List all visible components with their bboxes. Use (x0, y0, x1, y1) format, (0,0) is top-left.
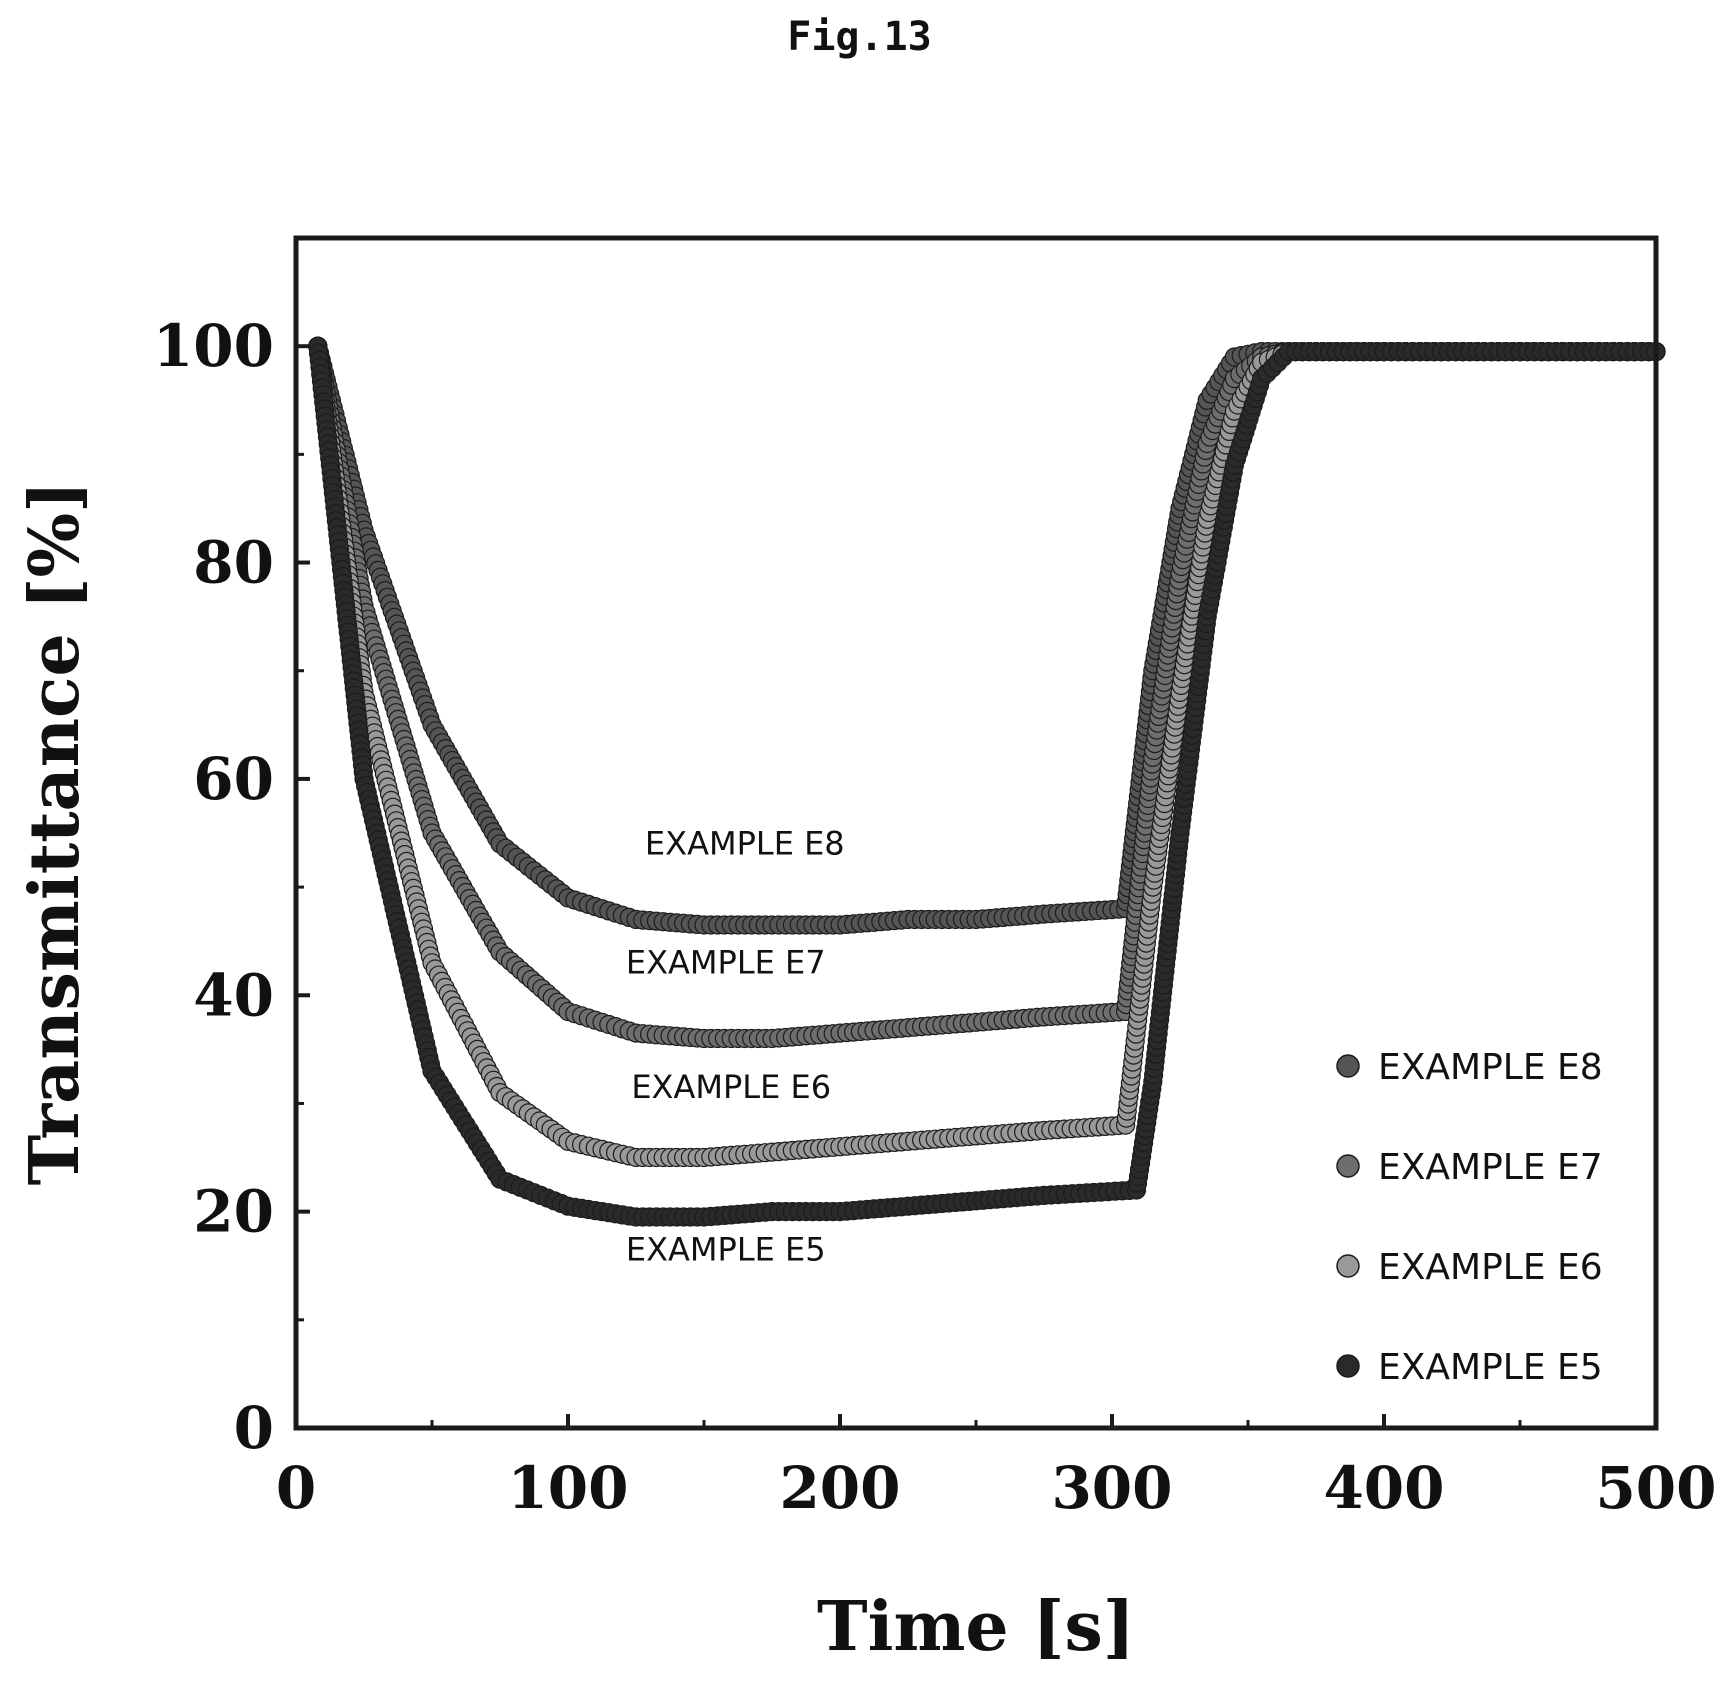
curve-labels-layer: EXAMPLE E8 EXAMPLE E7 EXAMPLE E6 EXAMPLE E5 (626, 825, 845, 1269)
legend-label: EXAMPLE E7 (1378, 1147, 1603, 1188)
legend-marker (1336, 1054, 1360, 1078)
y-axis-title: Transmittance [%] (15, 481, 95, 1186)
curve-label: EXAMPLE E6 (631, 1068, 831, 1106)
x-tick-label: 0 (276, 1454, 316, 1522)
y-tick-label: 40 (193, 961, 274, 1029)
x-tick-label: 200 (779, 1454, 900, 1522)
y-tick-label: 0 (234, 1394, 274, 1462)
legend-marker (1336, 1154, 1360, 1178)
y-tick-label: 20 (193, 1178, 274, 1246)
series-layer (308, 336, 1666, 1227)
legend-item: EXAMPLE E7 (1336, 1147, 1603, 1188)
ticks-layer: 0 100 200 300 400 500 0 20 40 60 80 100 (153, 312, 1717, 1522)
legend-marker (1336, 1354, 1360, 1378)
legend-item: EXAMPLE E5 (1336, 1347, 1603, 1388)
curve-label: EXAMPLE E5 (626, 1230, 826, 1268)
legend-label: EXAMPLE E8 (1378, 1047, 1603, 1088)
series-2 (308, 336, 1666, 1049)
x-axis-title: Time [s] (817, 1587, 1135, 1667)
y-tick-label: 100 (153, 312, 274, 380)
y-tick-label: 80 (193, 529, 274, 597)
legend-marker (1336, 1254, 1360, 1278)
series-4 (308, 336, 1666, 1227)
x-tick-label: 100 (507, 1454, 628, 1522)
legend-label: EXAMPLE E6 (1378, 1247, 1603, 1288)
x-tick-label: 500 (1595, 1454, 1716, 1522)
legend-label: EXAMPLE E5 (1378, 1347, 1603, 1388)
x-tick-label: 300 (1051, 1454, 1172, 1522)
figure-label: Fig.13 (787, 14, 932, 60)
series-3 (308, 336, 1666, 1168)
x-tick-label: 400 (1323, 1454, 1444, 1522)
curve-label: EXAMPLE E8 (645, 825, 845, 863)
legend-item: EXAMPLE E6 (1336, 1247, 1603, 1288)
curve-label: EXAMPLE E7 (626, 944, 826, 982)
legend-item: EXAMPLE E8 (1336, 1047, 1603, 1088)
y-tick-label: 60 (193, 745, 274, 813)
legend: EXAMPLE E8 EXAMPLE E7 EXAMPLE E6 EXAMPLE E5 (1336, 1047, 1603, 1388)
series-1 (308, 336, 1666, 935)
